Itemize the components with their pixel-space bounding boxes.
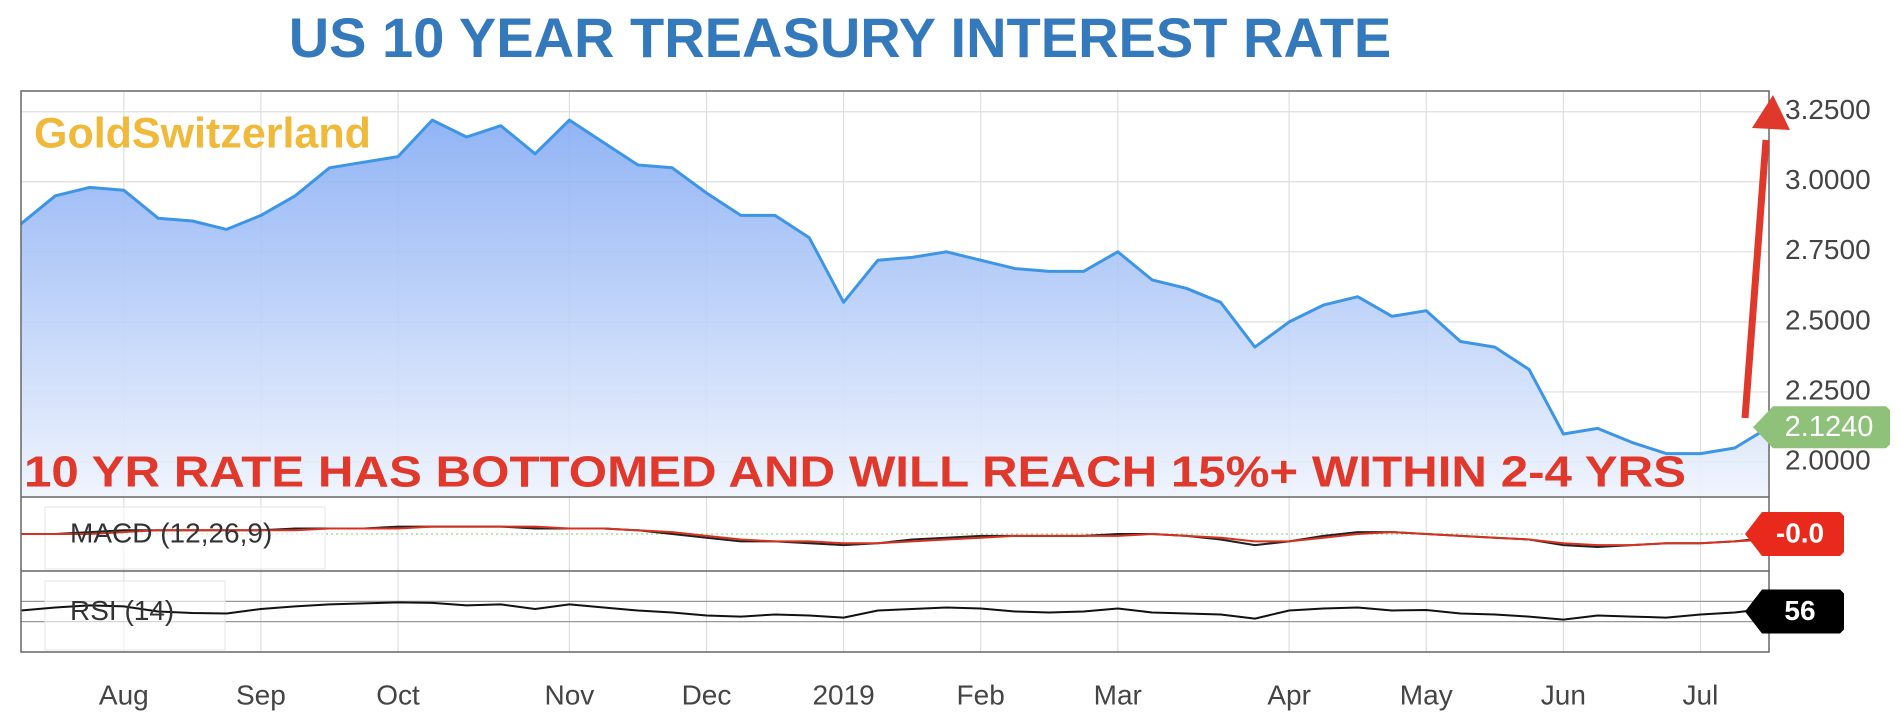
x-tick-label: Nov bbox=[544, 679, 594, 710]
last-value-label: 2.1240 bbox=[1785, 411, 1874, 443]
annotation: 10 YR RATE HAS BOTTOMED AND WILL REACH 1… bbox=[24, 448, 1686, 497]
y-tick-label: 2.5000 bbox=[1785, 304, 1871, 335]
panel-label-box bbox=[44, 506, 326, 570]
x-tick-label: Jul bbox=[1683, 679, 1719, 710]
x-tick-label: Dec bbox=[682, 679, 732, 710]
x-tick-label: Sep bbox=[236, 679, 286, 710]
x-tick-label: Feb bbox=[957, 679, 1005, 710]
x-tick-label: May bbox=[1400, 679, 1453, 710]
line bbox=[20, 118, 1770, 456]
panel-label: RSI (14) bbox=[70, 595, 174, 626]
y-tick-label: 2.0000 bbox=[1785, 444, 1871, 475]
chart-title: US 10 YEAR TREASURY INTEREST RATE bbox=[289, 6, 1392, 69]
watermark: GoldSwitzerland bbox=[34, 109, 371, 157]
x-tick-label: Mar bbox=[1094, 679, 1142, 710]
last-value-label: -0.0 bbox=[1776, 517, 1824, 548]
last-value-badge bbox=[1753, 406, 1890, 449]
x-tick-label: Aug bbox=[99, 679, 149, 710]
plot-frame bbox=[20, 90, 1770, 653]
x-tick-label: 2019 bbox=[812, 679, 874, 710]
last-value-label-bg bbox=[1745, 589, 1844, 634]
x-tick-label: Apr bbox=[1267, 679, 1311, 710]
y-tick-label: 2.2500 bbox=[1785, 374, 1871, 405]
y-tick-label: 2.7500 bbox=[1785, 234, 1871, 265]
x-tick-label: Jun bbox=[1541, 679, 1586, 710]
arrow-shaft bbox=[1741, 139, 1770, 419]
last-value-label: 56 bbox=[1784, 595, 1815, 626]
y-tick-label: 3.0000 bbox=[1785, 164, 1871, 195]
arrow-head bbox=[1752, 95, 1790, 130]
area bbox=[21, 120, 1769, 497]
panel-label-box bbox=[44, 580, 226, 651]
y-tick-label: 3.2500 bbox=[1785, 94, 1871, 125]
x-tick-label: Oct bbox=[376, 679, 420, 710]
last-value-label-bg bbox=[1745, 512, 1844, 556]
panel-label: MACD (12,26,9) bbox=[70, 517, 272, 548]
line bbox=[21, 525, 1770, 547]
line bbox=[20, 601, 1770, 621]
